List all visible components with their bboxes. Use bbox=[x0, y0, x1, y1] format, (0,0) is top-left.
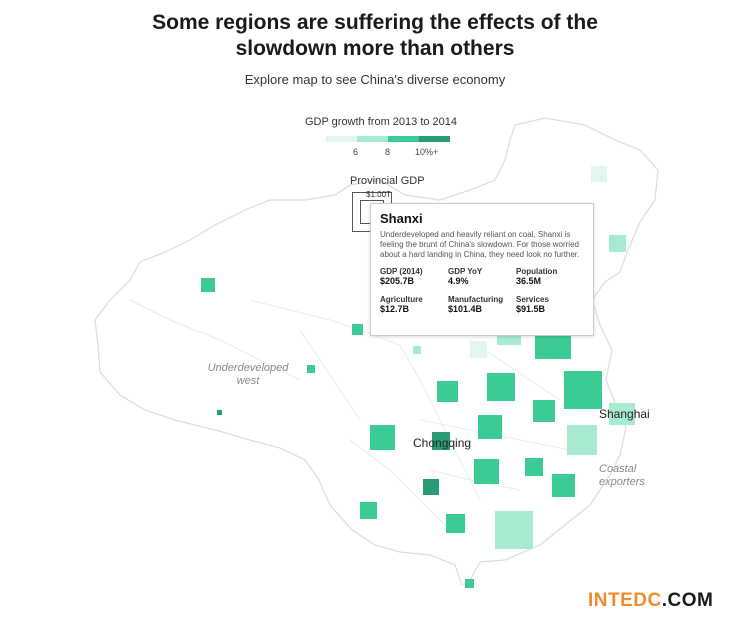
title-line-1: Some regions are suffering the effects o… bbox=[152, 11, 598, 34]
tooltip-agriculture: Agriculture $12.7B bbox=[380, 295, 448, 314]
province-square[interactable] bbox=[535, 334, 571, 359]
size-legend-title: Provincial GDP bbox=[350, 175, 425, 187]
page-subtitle: Explore map to see China's diverse econo… bbox=[244, 72, 506, 87]
coastal-exporters-label-2: exporters bbox=[599, 476, 645, 488]
province-square[interactable] bbox=[609, 403, 635, 425]
tooltip-gdp-value: $205.7B bbox=[380, 276, 415, 286]
tooltip-stats: GDP (2014) $205.7B GDP YoY 4.9% Populati… bbox=[380, 267, 584, 314]
province-square[interactable] bbox=[432, 432, 450, 450]
shanghai-label: Shanghai bbox=[599, 407, 650, 421]
province-square[interactable] bbox=[609, 235, 626, 252]
province-square[interactable] bbox=[478, 415, 502, 439]
tooltip-manufacturing: Manufacturing $101.4B bbox=[448, 295, 516, 314]
province-square[interactable] bbox=[307, 365, 315, 373]
province-square[interactable] bbox=[525, 458, 543, 476]
underdeveloped-west-label-2: west bbox=[237, 375, 261, 387]
province-square[interactable] bbox=[352, 324, 363, 335]
watermark-part-2: .COM bbox=[661, 590, 714, 611]
coastal-exporters-label-1: Coastal bbox=[599, 463, 637, 475]
province-square[interactable] bbox=[217, 410, 222, 415]
tooltip-manufacturing-label: Manufacturing bbox=[448, 295, 504, 304]
province-square[interactable] bbox=[446, 514, 465, 533]
tooltip-province-name: Shanxi bbox=[380, 211, 423, 226]
province-square[interactable] bbox=[567, 425, 597, 455]
underdeveloped-west-label-1: Underdeveloped bbox=[208, 362, 290, 374]
legend-tick-10: 10%+ bbox=[415, 147, 439, 157]
tooltip-yoy-value: 4.9% bbox=[448, 276, 469, 286]
legend-tick-6: 6 bbox=[353, 147, 359, 157]
province-square[interactable] bbox=[487, 373, 515, 401]
province-square[interactable] bbox=[591, 166, 607, 182]
province-square[interactable] bbox=[437, 381, 458, 402]
tooltip-description: Underdeveloped and heavily reliant on co… bbox=[380, 230, 580, 259]
tooltip-yoy: GDP YoY 4.9% bbox=[448, 267, 516, 286]
tooltip-population: Population 36.5M bbox=[516, 267, 586, 286]
province-square[interactable] bbox=[370, 425, 395, 450]
province-square[interactable] bbox=[360, 502, 377, 519]
province-square[interactable] bbox=[564, 371, 602, 409]
province-square[interactable] bbox=[533, 400, 555, 422]
page-title: Some regions are suffering the effects o… bbox=[0, 10, 750, 62]
legend-swatch-2 bbox=[357, 136, 388, 142]
province-square[interactable] bbox=[413, 346, 421, 354]
chongqing-label: Chongqing bbox=[413, 436, 471, 450]
province-square[interactable] bbox=[470, 341, 487, 358]
tooltip-gdp-label: GDP (2014) bbox=[380, 267, 423, 276]
legend-swatch-1 bbox=[326, 136, 357, 142]
province-square[interactable] bbox=[423, 479, 439, 495]
province-square[interactable] bbox=[497, 334, 521, 345]
legend-tick-8: 8 bbox=[385, 147, 391, 157]
tooltip-yoy-label: GDP YoY bbox=[448, 267, 483, 276]
watermark-part-1: INTEDC bbox=[588, 590, 662, 611]
province-square[interactable] bbox=[465, 579, 474, 588]
title-line-2: slowdown more than others bbox=[235, 37, 515, 60]
tooltip-gdp: GDP (2014) $205.7B bbox=[380, 267, 448, 286]
province-square[interactable] bbox=[495, 511, 533, 549]
province-square[interactable] bbox=[552, 474, 575, 497]
province-tooltip: Shanxi Underdeveloped and heavily relian… bbox=[370, 203, 594, 336]
watermark-logo: INTEDC.COM bbox=[588, 590, 713, 612]
tooltip-population-label: Population bbox=[516, 267, 558, 276]
legend-swatch-4 bbox=[419, 136, 450, 142]
legend-swatch-3 bbox=[388, 136, 419, 142]
tooltip-services-value: $91.5B bbox=[516, 304, 546, 314]
tooltip-services: Services $91.5B bbox=[516, 295, 586, 314]
tooltip-agriculture-label: Agriculture bbox=[380, 295, 423, 304]
size-legend-value: $1.00T bbox=[366, 190, 391, 199]
tooltip-services-label: Services bbox=[516, 295, 549, 304]
tooltip-population-value: 36.5M bbox=[516, 276, 542, 286]
legend-title: GDP growth from 2013 to 2014 bbox=[304, 116, 458, 128]
province-square[interactable] bbox=[201, 278, 215, 292]
tooltip-agriculture-value: $12.7B bbox=[380, 304, 410, 314]
tooltip-manufacturing-value: $101.4B bbox=[448, 304, 483, 314]
province-square[interactable] bbox=[474, 459, 499, 484]
